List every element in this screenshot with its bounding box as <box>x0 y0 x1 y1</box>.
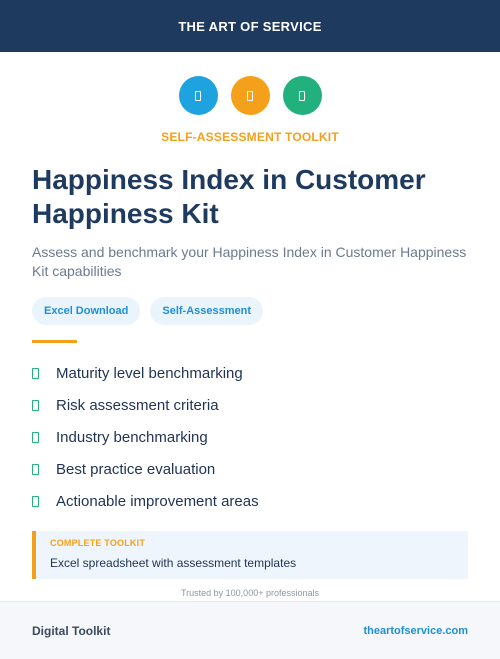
website-link[interactable]: theartofservice.com <box>363 624 468 637</box>
list-item: Actionable improvement areas <box>32 485 500 517</box>
page-title: Happiness Index in Customer Happiness Ki… <box>32 164 426 229</box>
list-item: Best practice evaluation <box>32 453 500 485</box>
check-icon <box>32 399 39 411</box>
icon-row <box>0 76 500 115</box>
category-kicker: SELF-ASSESSMENT TOOLKIT <box>161 130 339 144</box>
feature-label: Actionable improvement areas <box>56 492 259 510</box>
footer-label: Digital Toolkit <box>32 623 111 638</box>
check-icon <box>32 495 39 507</box>
list-item: Risk assessment criteria <box>32 389 500 421</box>
check-icon <box>32 431 39 443</box>
list-item: Maturity level benchmarking <box>32 357 500 389</box>
feature-label: Industry benchmarking <box>56 428 208 446</box>
feature-label: Maturity level benchmarking <box>56 364 243 382</box>
tag-excel-download[interactable]: Excel Download <box>32 297 141 325</box>
list-item: Industry benchmarking <box>32 421 500 453</box>
feature-label: Risk assessment criteria <box>56 396 219 414</box>
document-icon <box>178 76 218 115</box>
trust-note: Trusted by 100,000+ professionals <box>180 588 319 598</box>
feature-label: Best practice evaluation <box>56 460 216 478</box>
accent-divider <box>32 340 77 343</box>
clipboard-icon <box>230 76 270 115</box>
feature-list: Maturity level benchmarking Risk assessm… <box>32 357 500 517</box>
toolkit-label: COMPLETE TOOLKIT <box>50 538 146 548</box>
brand-name: THE ART OF SERVICE <box>178 18 322 34</box>
check-icon <box>32 367 39 379</box>
tag-list: Excel Download Self-Assessment <box>32 297 468 325</box>
top-banner: THE ART OF SERVICE <box>0 0 500 52</box>
tag-self-assessment[interactable]: Self-Assessment <box>150 297 264 325</box>
toolkit-callout: COMPLETE TOOLKIT Excel spreadsheet with … <box>32 531 468 579</box>
toolkit-description: Excel spreadsheet with assessment templa… <box>50 556 297 570</box>
check-icon <box>32 463 39 475</box>
footer: Digital Toolkit theartofservice.com <box>0 601 500 659</box>
page-subtitle: Assess and benchmark your Happiness Inde… <box>32 244 467 279</box>
checklist-icon <box>282 76 322 115</box>
